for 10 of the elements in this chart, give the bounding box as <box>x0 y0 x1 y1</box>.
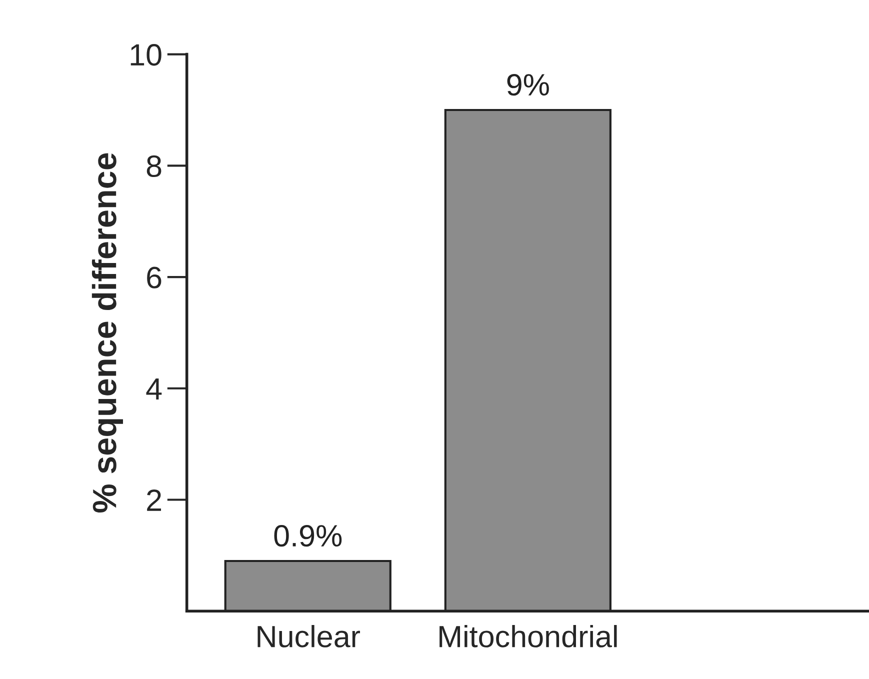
data-label: 9% <box>507 74 549 96</box>
x-tick-label: Nuclear <box>258 624 360 648</box>
y-axis-title: % sequence difference <box>92 153 123 512</box>
y-tick-label: 10 <box>130 44 162 66</box>
y-tick-label: 4 <box>146 378 162 400</box>
y-tick-label: 6 <box>147 266 162 288</box>
y-tick-label: 2 <box>147 489 161 511</box>
y-tick-label: 8 <box>146 155 162 178</box>
x-tick-label: Mitochondrial <box>440 624 617 648</box>
data-label: 0.9% <box>274 524 342 547</box>
